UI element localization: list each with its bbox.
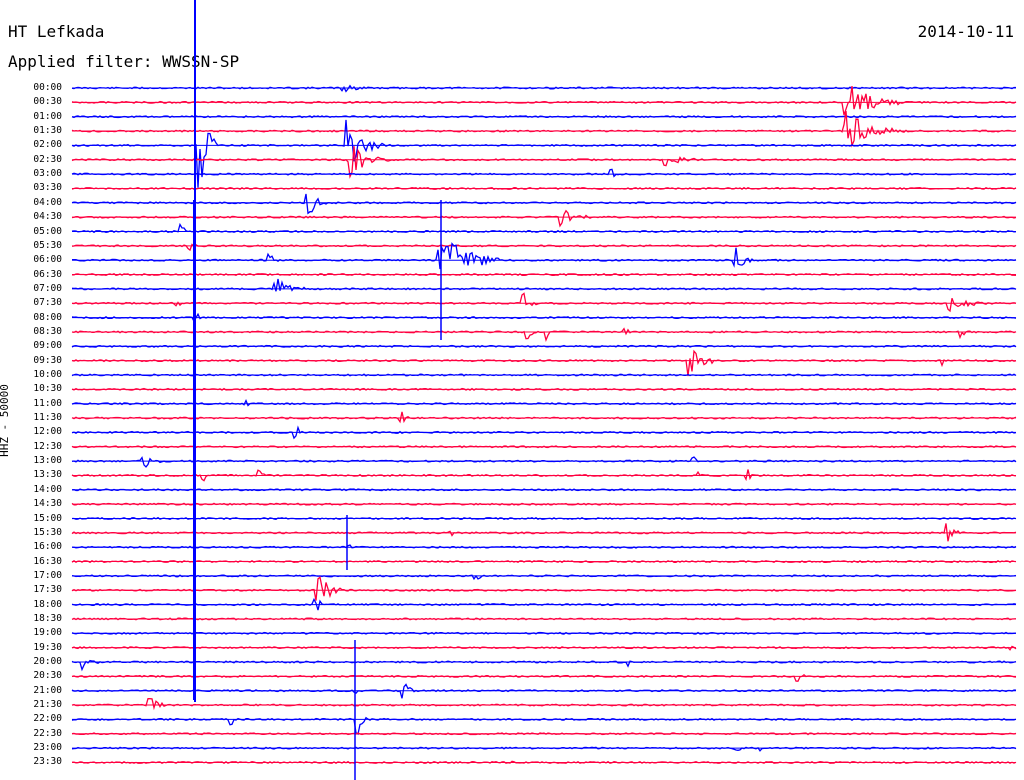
trace-row xyxy=(71,716,1017,736)
trace-row xyxy=(71,292,1017,313)
time-label: 18:00 xyxy=(33,598,62,610)
time-label: 10:30 xyxy=(33,383,62,395)
date-label: 2014-10-11 xyxy=(917,22,1014,41)
trace-row xyxy=(71,698,1017,711)
trace-row xyxy=(71,673,1017,682)
trace-row xyxy=(71,576,1017,601)
time-label: 09:30 xyxy=(33,354,62,366)
time-label: 05:00 xyxy=(33,225,62,237)
time-label: 03:30 xyxy=(33,182,62,194)
time-label: 13:00 xyxy=(33,455,62,467)
time-label: 16:30 xyxy=(33,555,62,567)
time-label: 09:00 xyxy=(33,340,62,352)
time-label: 06:30 xyxy=(33,268,62,280)
time-label: 00:00 xyxy=(33,82,62,93)
time-label: 22:00 xyxy=(33,713,62,725)
time-label: 20:30 xyxy=(33,670,62,682)
trace-row xyxy=(71,398,1017,407)
time-label: 22:30 xyxy=(33,727,62,739)
trace-row xyxy=(71,243,1017,252)
time-label: 10:00 xyxy=(33,369,62,380)
time-label: 14:30 xyxy=(33,498,62,510)
time-label: 17:00 xyxy=(33,569,62,581)
time-label: 00:30 xyxy=(33,96,62,108)
trace-row xyxy=(71,84,1016,93)
trace-row xyxy=(71,278,1017,292)
time-label: 02:30 xyxy=(33,153,62,165)
trace-row xyxy=(71,146,1017,179)
time-label: 23:00 xyxy=(33,742,62,754)
time-label: 01:30 xyxy=(33,125,62,137)
trace-row xyxy=(71,349,1017,377)
station-title: HT Lefkada xyxy=(8,22,105,41)
time-label: 03:00 xyxy=(33,168,62,180)
trace-row xyxy=(71,242,1017,270)
trace-row xyxy=(71,411,1017,424)
time-label: 07:30 xyxy=(33,297,62,309)
time-label: 11:30 xyxy=(33,412,62,424)
time-label: 08:30 xyxy=(33,325,62,337)
trace-row xyxy=(71,683,1017,699)
time-label: 11:00 xyxy=(33,397,62,409)
trace-row xyxy=(71,86,1017,116)
time-label: 20:00 xyxy=(33,656,62,667)
trace-row xyxy=(71,193,1017,215)
time-label: 07:00 xyxy=(33,282,62,294)
trace-row xyxy=(71,456,1017,468)
time-label: 16:00 xyxy=(33,541,62,553)
time-label: 12:30 xyxy=(33,440,62,452)
time-label: 21:30 xyxy=(33,699,62,711)
time-label: 15:00 xyxy=(33,512,62,524)
time-label: 23:30 xyxy=(33,756,62,768)
trace-row xyxy=(71,327,1017,343)
time-label: 05:30 xyxy=(33,239,62,251)
time-label: 17:30 xyxy=(33,584,62,596)
time-label: 06:00 xyxy=(33,254,62,266)
time-label: 04:00 xyxy=(33,196,62,208)
trace-row xyxy=(71,209,1017,228)
time-label: 14:00 xyxy=(33,483,62,495)
time-label: 15:30 xyxy=(33,526,62,538)
filter-label: Applied filter: WWSSN-SP xyxy=(8,52,240,71)
time-label: 04:30 xyxy=(33,211,62,223)
time-label: 18:30 xyxy=(33,612,62,624)
time-label: 02:00 xyxy=(33,139,62,151)
time-label: 01:00 xyxy=(33,110,62,122)
time-label: 12:00 xyxy=(33,426,62,438)
time-label: 21:00 xyxy=(33,684,62,696)
time-label: 19:00 xyxy=(33,627,62,639)
time-label: 08:00 xyxy=(33,311,62,323)
time-label: 19:30 xyxy=(33,641,62,653)
time-label: 13:30 xyxy=(33,469,62,481)
trace-row xyxy=(71,168,1017,178)
